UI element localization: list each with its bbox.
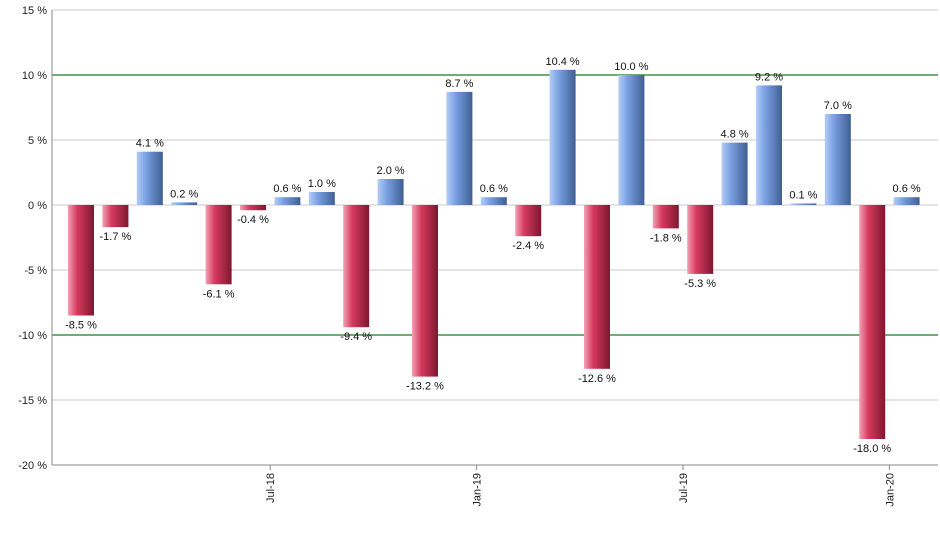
y-tick-label: -5 % <box>24 265 47 277</box>
data-labels: -8.5 % -1.7 % 4.1 % 0.2 % -6.1 % -0.4 % 0.6 % 1… <box>65 56 921 455</box>
positive-bar <box>480 197 507 205</box>
bar-value-label: -12.6 % <box>578 373 616 385</box>
bar-value-label: 7.0 % <box>824 100 852 112</box>
positive-bar <box>308 192 335 205</box>
bar-value-label: -1.7 % <box>100 231 132 243</box>
bar-value-label: 0.6 % <box>893 183 921 195</box>
y-tick-label: 5 % <box>28 135 47 147</box>
negative-bar <box>652 205 679 229</box>
axes <box>51 10 938 470</box>
bar-value-label: 9.2 % <box>755 71 783 83</box>
bar-value-label: 2.0 % <box>377 165 405 177</box>
x-tick-label: Jul-19 <box>678 473 690 503</box>
bar-value-label: -18.0 % <box>853 443 891 455</box>
negative-bar <box>343 205 370 328</box>
negative-bar <box>240 205 266 211</box>
y-tick-label: -10 % <box>18 330 47 342</box>
y-tick-label: 10 % <box>22 70 47 82</box>
bar-value-label: 8.7 % <box>445 78 473 90</box>
negative-bar <box>584 205 610 369</box>
negative-bar <box>205 205 232 285</box>
y-tick-label: -20 % <box>18 460 47 472</box>
bar-value-label: 4.8 % <box>721 129 749 141</box>
y-tick-label: 0 % <box>28 200 47 212</box>
bar-value-label: -8.5 % <box>65 320 97 332</box>
bar-value-label: 10.0 % <box>614 61 648 73</box>
negative-bar <box>687 205 714 274</box>
bar-value-label: 0.6 % <box>480 183 508 195</box>
x-tick-label: Jan-20 <box>884 473 896 507</box>
negative-bar <box>68 205 94 316</box>
x-tick-label: Jan-19 <box>472 473 484 507</box>
positive-bar <box>893 197 920 205</box>
negative-bar <box>859 205 886 439</box>
negative-bar <box>515 205 542 237</box>
positive-bar <box>274 197 301 205</box>
bar-value-label: -6.1 % <box>203 288 235 300</box>
bars <box>68 69 920 439</box>
bar-value-label: 0.1 % <box>789 190 817 202</box>
bar-value-label: 1.0 % <box>308 178 336 190</box>
positive-bar <box>618 75 645 205</box>
bar-value-label: 4.1 % <box>136 138 164 150</box>
tick-labels: 15 % 10 % 5 % 0 % -5 % -10 % -15 % -20 % Jul-18 J… <box>18 5 896 507</box>
positive-bar <box>721 142 748 205</box>
y-tick-label: 15 % <box>22 5 47 17</box>
y-tick-label: -15 % <box>18 395 47 407</box>
positive-bar <box>549 69 576 205</box>
positive-bar <box>824 114 851 205</box>
bar-value-label: -5.3 % <box>684 278 716 290</box>
x-tick-label: Jul-18 <box>265 473 277 503</box>
bar-value-label: 0.6 % <box>273 183 301 195</box>
positive-bar <box>756 85 782 205</box>
bar-value-label: -13.2 % <box>406 381 444 393</box>
bar-value-label: -0.4 % <box>237 214 269 226</box>
bar-value-label: 10.4 % <box>545 56 579 68</box>
bar-value-label: 0.2 % <box>170 188 198 200</box>
positive-bar <box>446 91 473 205</box>
negative-bar <box>102 205 129 228</box>
positive-bar <box>171 202 198 205</box>
bar-value-label: -9.4 % <box>340 331 372 343</box>
positive-bar <box>136 151 163 205</box>
bar-value-label: -2.4 % <box>512 240 544 252</box>
negative-bar <box>412 205 438 377</box>
grid-lines <box>52 9 938 466</box>
positive-bar <box>790 203 817 205</box>
bar-value-label: -1.8 % <box>650 232 682 244</box>
positive-bar <box>377 179 404 205</box>
